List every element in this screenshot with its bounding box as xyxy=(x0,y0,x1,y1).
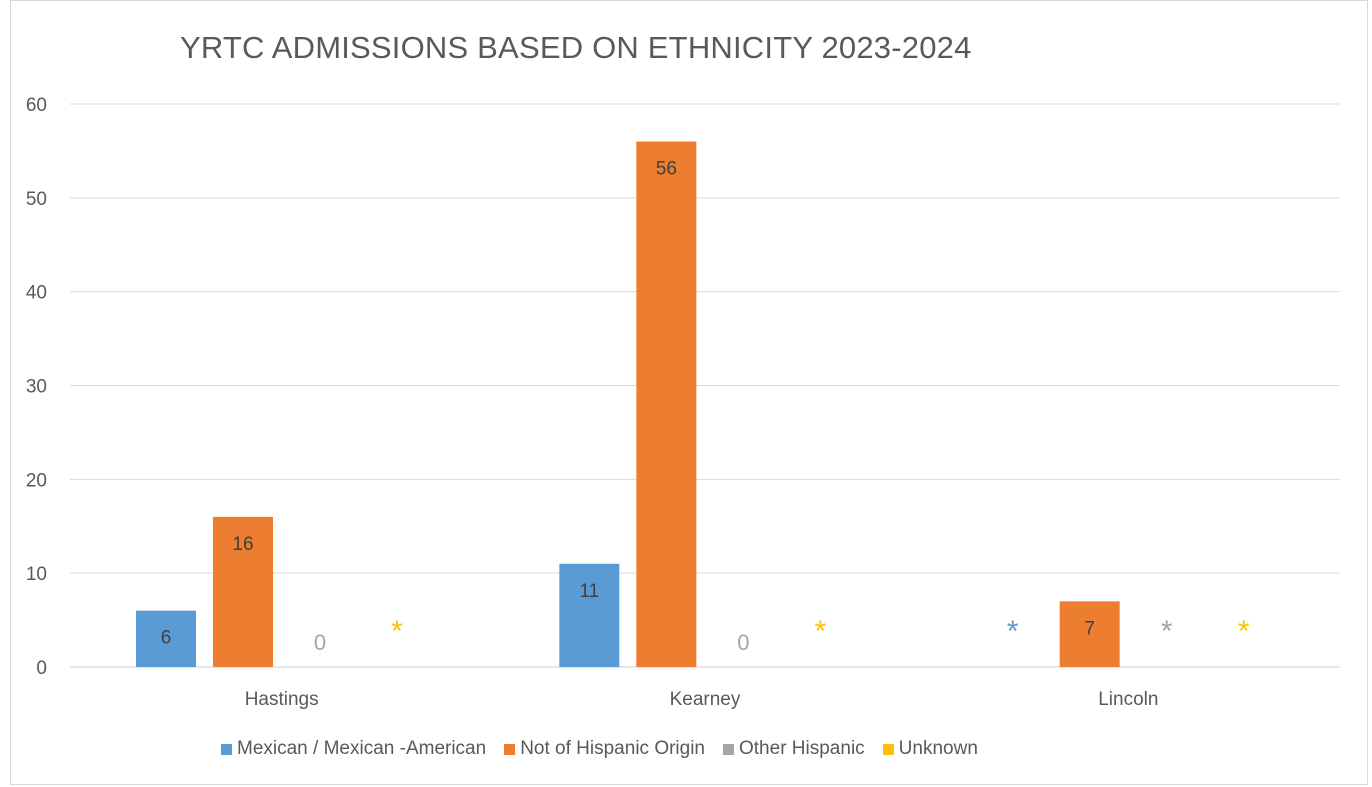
y-tick-label: 40 xyxy=(26,283,47,304)
legend-item: Not of Hispanic Origin xyxy=(504,738,705,760)
bar-mexican-mexican-american-hastings xyxy=(136,610,196,667)
bar-not-of-hispanic-origin-lincoln xyxy=(1059,601,1120,667)
data-label: 7 xyxy=(1084,618,1095,639)
legend-label: Mexican / Mexican -American xyxy=(237,738,487,759)
y-tick-label: 20 xyxy=(26,470,47,491)
legend-label: Not of Hispanic Origin xyxy=(520,738,705,759)
y-tick-label: 30 xyxy=(26,377,47,398)
data-label: * xyxy=(814,615,826,648)
y-tick-label: 50 xyxy=(26,189,47,210)
x-category-label: Hastings xyxy=(245,689,319,710)
data-label: * xyxy=(391,615,403,648)
data-label: * xyxy=(1238,615,1250,648)
data-label: 0 xyxy=(314,630,326,655)
data-label: * xyxy=(1007,615,1019,648)
chart-title: YRTC ADMISSIONS BASED ON ETHNICITY 2023-… xyxy=(180,30,972,65)
x-category-label: Lincoln xyxy=(1098,689,1158,710)
y-tick-label: 10 xyxy=(26,564,47,585)
data-label: 6 xyxy=(161,628,172,649)
data-label: 11 xyxy=(579,581,599,602)
y-tick-label: 0 xyxy=(36,658,47,679)
legend-item: Unknown xyxy=(882,738,978,760)
legend-label: Unknown xyxy=(898,738,978,759)
legend-swatch xyxy=(221,743,232,755)
data-label: 16 xyxy=(232,534,253,555)
data-label: 0 xyxy=(737,630,749,655)
data-label: 56 xyxy=(656,159,677,180)
x-category-label: Kearney xyxy=(670,689,741,710)
legend-swatch xyxy=(504,743,516,755)
legend-label: Other Hispanic xyxy=(739,738,865,759)
legend-item: Other Hispanic xyxy=(723,738,865,760)
legend: Mexican / Mexican -American Not of Hispan… xyxy=(221,737,996,761)
data-label: * xyxy=(1161,615,1173,648)
bar-not-of-hispanic-origin-hastings xyxy=(213,516,273,667)
legend-swatch xyxy=(723,743,734,755)
legend-swatch xyxy=(882,743,894,755)
y-tick-label: 60 xyxy=(26,95,47,116)
bar-mexican-mexican-american-kearney xyxy=(559,563,620,667)
legend-item: Mexican / Mexican -American xyxy=(221,738,486,760)
bar-not-of-hispanic-origin-kearney xyxy=(636,141,697,668)
